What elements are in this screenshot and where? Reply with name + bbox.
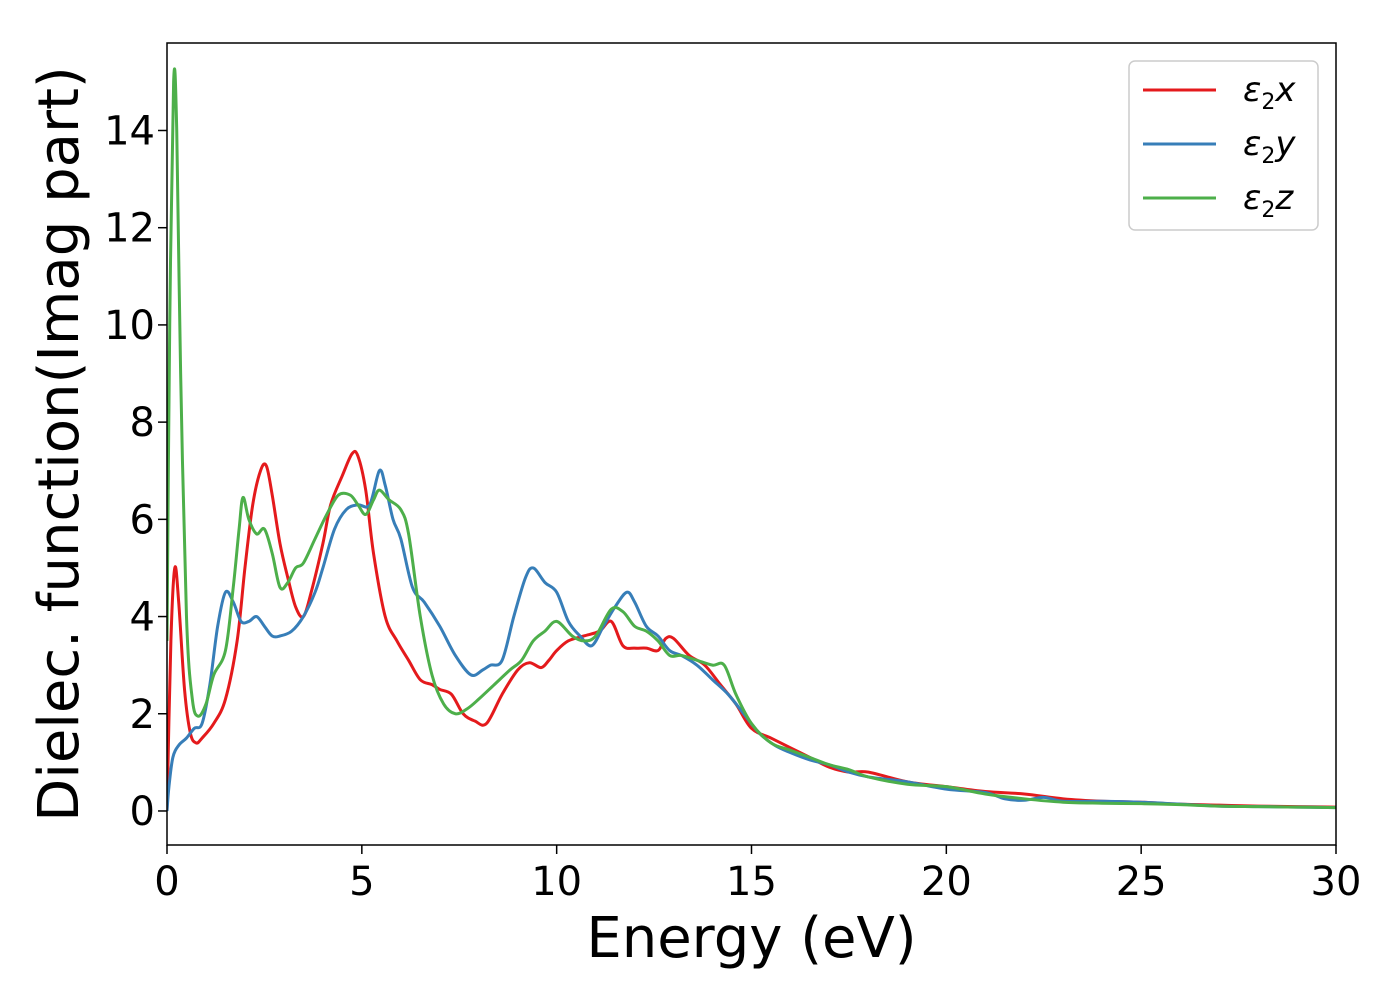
y-tick-label: 8 xyxy=(130,400,155,446)
legend-entry-e2y: ε2y xyxy=(1143,124,1296,169)
y-tick-label: 12 xyxy=(104,206,155,252)
x-axis-label: Energy (eV) xyxy=(586,906,916,971)
series-line-e2z xyxy=(167,67,1336,810)
legend-label: ε2x xyxy=(1243,70,1296,115)
legend-entry-e2z: ε2z xyxy=(1143,178,1294,223)
x-tick-label: 30 xyxy=(1311,859,1362,905)
x-tick-label: 20 xyxy=(921,859,972,905)
legend-box xyxy=(1128,60,1319,231)
y-tick-label: 0 xyxy=(130,789,155,835)
y-tick-label: 14 xyxy=(104,108,155,154)
y-axis-ticks: 0 2 4 6 8 10 12 14 xyxy=(104,108,167,835)
y-tick-label: 2 xyxy=(130,692,155,738)
legend-label: ε2y xyxy=(1243,124,1296,169)
x-tick-label: 25 xyxy=(1116,859,1167,905)
y-tick-label: 4 xyxy=(130,595,155,641)
y-tick-label: 6 xyxy=(130,497,155,543)
y-tick-label: 10 xyxy=(104,303,155,349)
x-tick-label: 10 xyxy=(531,859,582,905)
x-tick-label: 0 xyxy=(154,859,179,905)
x-tick-label: 15 xyxy=(726,859,777,905)
legend-entry-e2x: ε2x xyxy=(1143,70,1296,115)
y-axis-label: Dielec. function(Imag part) xyxy=(27,66,92,822)
x-axis-ticks: 0 5 10 15 20 25 30 xyxy=(154,845,1361,905)
legend: ε2x ε2y ε2z xyxy=(1128,60,1319,231)
legend-label: ε2z xyxy=(1243,178,1294,223)
x-tick-label: 5 xyxy=(349,859,374,905)
series-line-e2y xyxy=(167,468,1336,812)
series-layer xyxy=(167,67,1336,812)
